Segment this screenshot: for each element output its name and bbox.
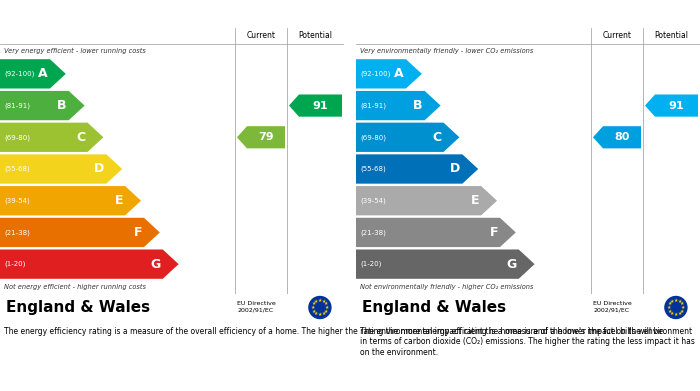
Polygon shape xyxy=(0,218,160,247)
Text: F: F xyxy=(489,226,498,239)
Text: ★: ★ xyxy=(321,299,326,304)
Text: C: C xyxy=(76,131,85,144)
Text: ★: ★ xyxy=(681,305,685,310)
Text: England & Wales: England & Wales xyxy=(6,300,150,315)
Text: E: E xyxy=(115,194,123,207)
Text: C: C xyxy=(433,131,442,144)
Text: Not energy efficient - higher running costs: Not energy efficient - higher running co… xyxy=(4,284,146,290)
Text: ★: ★ xyxy=(673,312,678,317)
Polygon shape xyxy=(0,154,122,184)
Text: (39-54): (39-54) xyxy=(4,197,29,204)
Text: (1-20): (1-20) xyxy=(360,261,382,267)
Text: (69-80): (69-80) xyxy=(360,134,386,140)
Text: 91: 91 xyxy=(668,100,685,111)
Text: B: B xyxy=(413,99,423,112)
Text: Very environmentally friendly - lower CO₂ emissions: Very environmentally friendly - lower CO… xyxy=(360,48,533,54)
Text: G: G xyxy=(150,258,161,271)
Text: D: D xyxy=(94,163,104,176)
Polygon shape xyxy=(356,249,535,279)
Text: Potential: Potential xyxy=(654,32,689,41)
Text: D: D xyxy=(450,163,461,176)
Text: B: B xyxy=(57,99,66,112)
Polygon shape xyxy=(0,249,178,279)
Polygon shape xyxy=(645,95,698,117)
Polygon shape xyxy=(0,123,104,152)
Text: ★: ★ xyxy=(321,311,326,316)
Text: ★: ★ xyxy=(668,301,672,307)
Text: ★: ★ xyxy=(312,301,316,307)
Text: ★: ★ xyxy=(670,299,675,304)
Polygon shape xyxy=(593,126,641,149)
Text: ★: ★ xyxy=(673,298,678,303)
Text: (21-38): (21-38) xyxy=(4,229,30,236)
Text: ★: ★ xyxy=(324,301,328,307)
Text: ★: ★ xyxy=(318,312,322,317)
Text: (1-20): (1-20) xyxy=(4,261,25,267)
Text: ★: ★ xyxy=(680,301,685,307)
Polygon shape xyxy=(289,95,342,117)
Text: (39-54): (39-54) xyxy=(360,197,386,204)
Text: (92-100): (92-100) xyxy=(4,71,34,77)
Circle shape xyxy=(309,296,331,319)
Text: F: F xyxy=(134,226,142,239)
Text: ★: ★ xyxy=(312,308,316,314)
Text: 80: 80 xyxy=(615,132,630,142)
Text: 91: 91 xyxy=(313,100,328,111)
Text: EU Directive
2002/91/EC: EU Directive 2002/91/EC xyxy=(237,301,276,312)
Polygon shape xyxy=(237,126,285,149)
Bar xyxy=(0,28,344,44)
Polygon shape xyxy=(0,186,141,215)
Text: England & Wales: England & Wales xyxy=(362,300,506,315)
Text: (81-91): (81-91) xyxy=(360,102,386,109)
Text: A: A xyxy=(394,67,404,81)
Text: Current: Current xyxy=(603,32,631,41)
Text: Current: Current xyxy=(246,32,276,41)
Text: (55-68): (55-68) xyxy=(360,166,386,172)
Text: ★: ★ xyxy=(314,299,318,304)
Text: ★: ★ xyxy=(314,311,318,316)
Text: E: E xyxy=(470,194,479,207)
Text: (92-100): (92-100) xyxy=(360,71,391,77)
Text: ★: ★ xyxy=(311,305,315,310)
Text: ★: ★ xyxy=(668,308,672,314)
Text: The energy efficiency rating is a measure of the overall efficiency of a home. T: The energy efficiency rating is a measur… xyxy=(4,327,666,336)
Polygon shape xyxy=(356,218,516,247)
Text: ★: ★ xyxy=(678,299,682,304)
Text: Energy Efficiency Rating: Energy Efficiency Rating xyxy=(6,11,159,20)
Text: A: A xyxy=(38,67,48,81)
Text: The environmental impact rating is a measure of a home's impact on the environme: The environmental impact rating is a mea… xyxy=(360,327,695,357)
Text: Environmental Impact (CO₂) Rating: Environmental Impact (CO₂) Rating xyxy=(362,11,580,20)
Text: ★: ★ xyxy=(318,298,322,303)
Text: 79: 79 xyxy=(258,132,274,142)
Text: (81-91): (81-91) xyxy=(4,102,30,109)
Text: ★: ★ xyxy=(324,308,328,314)
Text: EU Directive
2002/91/EC: EU Directive 2002/91/EC xyxy=(594,301,632,312)
Text: ★: ★ xyxy=(680,308,685,314)
Text: ★: ★ xyxy=(670,311,675,316)
Text: ★: ★ xyxy=(678,311,682,316)
Text: Very energy efficient - lower running costs: Very energy efficient - lower running co… xyxy=(4,48,146,54)
Text: G: G xyxy=(507,258,517,271)
Text: (55-68): (55-68) xyxy=(4,166,29,172)
Polygon shape xyxy=(0,91,85,120)
Text: ★: ★ xyxy=(666,305,671,310)
Polygon shape xyxy=(356,59,422,88)
Circle shape xyxy=(665,296,687,319)
Text: ★: ★ xyxy=(325,305,329,310)
Polygon shape xyxy=(356,154,478,184)
Text: Potential: Potential xyxy=(298,32,332,41)
Polygon shape xyxy=(0,59,66,88)
Text: (69-80): (69-80) xyxy=(4,134,30,140)
Polygon shape xyxy=(356,91,440,120)
Polygon shape xyxy=(356,186,497,215)
Polygon shape xyxy=(356,123,459,152)
Text: (21-38): (21-38) xyxy=(360,229,386,236)
Bar xyxy=(356,28,700,44)
Text: Not environmentally friendly - higher CO₂ emissions: Not environmentally friendly - higher CO… xyxy=(360,284,533,290)
